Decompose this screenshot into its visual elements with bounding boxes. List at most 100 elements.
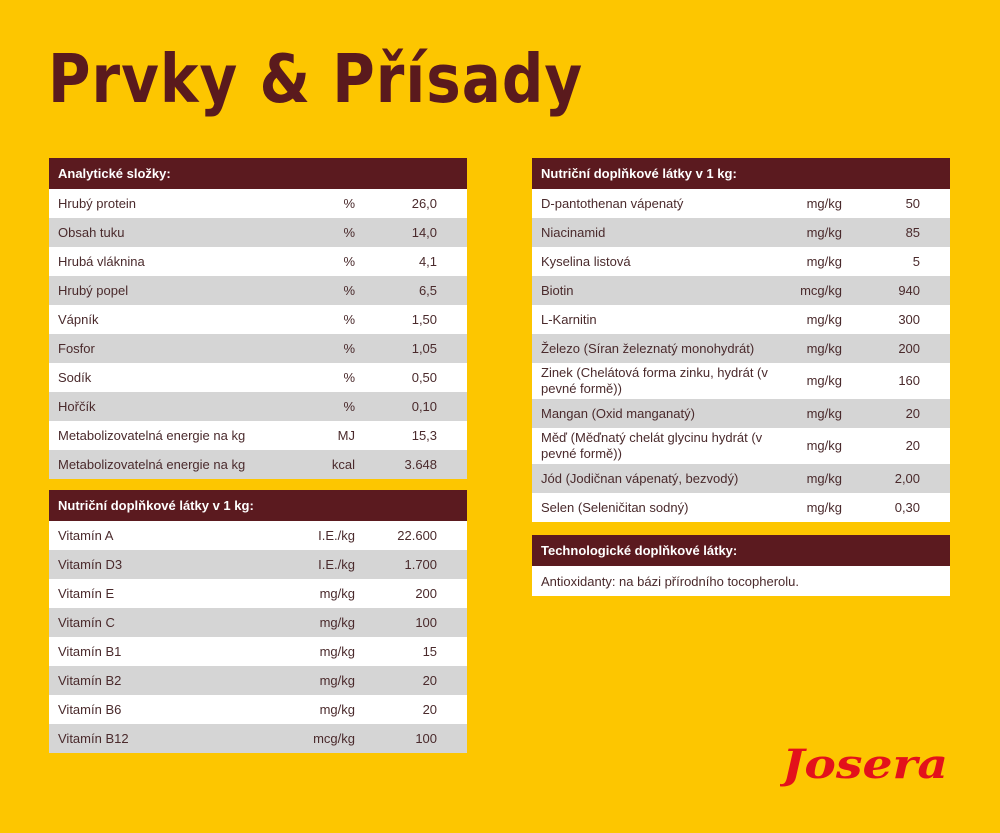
analytic-table: Analytické složky: Hrubý protein% 26,0 Ob…: [49, 158, 468, 479]
table-row: Jód (Jodičnan vápenatý, bezvodý) mg/kg 2,0…: [532, 464, 951, 493]
row-unit: mg/kg: [768, 334, 848, 363]
row-unit: mcg/kg: [768, 276, 848, 305]
row-unit: kcal: [289, 450, 361, 479]
page-title: Prvky & Přísady: [48, 40, 584, 119]
table-row: Niacinamid mg/kg 85: [532, 218, 951, 247]
row-value: 6,5: [361, 276, 468, 305]
table-header-row: Technologické doplňkové látky:: [532, 535, 950, 566]
row-name: Sodík: [49, 363, 289, 392]
vitamins-table: Nutriční doplňkové látky v 1 kg: Vitamín…: [49, 490, 468, 753]
row-name: Hrubý popel: [49, 276, 289, 305]
row-value: 2,00: [848, 464, 951, 493]
row-value: 20: [848, 399, 951, 428]
row-value: 22.600: [361, 521, 468, 550]
table-row: Obsah tuku% 14,0: [49, 218, 468, 247]
row-value: 14,0: [361, 218, 468, 247]
table-row: Vitamín B2 mg/kg 20: [49, 666, 468, 695]
row-value: 940: [848, 276, 951, 305]
table-row: Mangan (Oxid manganatý) mg/kg 20: [532, 399, 951, 428]
table-row: Hořčík% 0,10: [49, 392, 468, 421]
row-value: 100: [361, 608, 468, 637]
row-unit: mg/kg: [289, 666, 361, 695]
row-unit: mg/kg: [289, 579, 361, 608]
row-value: 100: [361, 724, 468, 753]
row-value: 20: [361, 666, 468, 695]
technological-text: Antioxidanty: na bázi přírodního tocophe…: [532, 566, 950, 596]
row-value: 15,3: [361, 421, 468, 450]
table-row: Zinek (Chelátová forma zinku, hydrát (v …: [532, 363, 951, 399]
row-unit: mg/kg: [768, 428, 848, 464]
table-row: Vitamín B6 mg/kg 20: [49, 695, 468, 724]
row-value: 15: [361, 637, 468, 666]
row-name: Mangan (Oxid manganatý): [532, 399, 768, 428]
row-unit: mcg/kg: [289, 724, 361, 753]
row-name: Hrubý protein: [49, 189, 289, 218]
row-unit: %: [289, 363, 361, 392]
row-name: Niacinamid: [532, 218, 768, 247]
row-unit: mg/kg: [768, 363, 848, 399]
nutrients-header: Nutriční doplňkové látky v 1 kg:: [532, 158, 951, 189]
table-row: Kyselina listová mg/kg 5: [532, 247, 951, 276]
row-name: Vitamín E: [49, 579, 289, 608]
row-value: 0,10: [361, 392, 468, 421]
row-name: Hořčík: [49, 392, 289, 421]
vitamins-header: Nutriční doplňkové látky v 1 kg:: [49, 490, 468, 521]
row-value: 0,30: [848, 493, 951, 522]
row-name: Vitamín B6: [49, 695, 289, 724]
row-value: 300: [848, 305, 951, 334]
row-name: Vitamín D3: [49, 550, 289, 579]
row-value: 4,1: [361, 247, 468, 276]
row-name: Vitamín B2: [49, 666, 289, 695]
row-unit: %: [289, 392, 361, 421]
table-row: Antioxidanty: na bázi přírodního tocophe…: [532, 566, 950, 596]
row-value: 3.648: [361, 450, 468, 479]
table-header-row: Analytické složky:: [49, 158, 468, 189]
row-value: 26,0: [361, 189, 468, 218]
row-name: Obsah tuku: [49, 218, 289, 247]
table-row: Selen (Seleničitan sodný) mg/kg 0,30: [532, 493, 951, 522]
row-name: Metabolizovatelná energie na kg: [49, 421, 289, 450]
row-name: Kyselina listová: [532, 247, 768, 276]
table-row: Měď (Měďnatý chelát glycinu hydrát (v pe…: [532, 428, 951, 464]
row-unit: %: [289, 276, 361, 305]
row-unit: mg/kg: [768, 305, 848, 334]
row-unit: mg/kg: [289, 608, 361, 637]
row-unit: %: [289, 247, 361, 276]
table-row: L-Karnitin mg/kg 300: [532, 305, 951, 334]
row-value: 200: [848, 334, 951, 363]
table-header-row: Nutriční doplňkové látky v 1 kg:: [532, 158, 951, 189]
row-name: L-Karnitin: [532, 305, 768, 334]
row-unit: mg/kg: [768, 218, 848, 247]
technological-table: Technologické doplňkové látky: Antioxida…: [532, 535, 950, 596]
row-name: Fosfor: [49, 334, 289, 363]
analytic-header: Analytické složky:: [49, 158, 468, 189]
row-unit: mg/kg: [768, 493, 848, 522]
nutrients-table: Nutriční doplňkové látky v 1 kg: D-panto…: [532, 158, 951, 522]
row-unit: mg/kg: [289, 637, 361, 666]
row-name: Metabolizovatelná energie na kg: [49, 450, 289, 479]
table-row: Vitamín B1 mg/kg 15: [49, 637, 468, 666]
row-unit: MJ: [289, 421, 361, 450]
table-header-row: Nutriční doplňkové látky v 1 kg:: [49, 490, 468, 521]
row-name: D-pantothenan vápenatý: [532, 189, 768, 218]
row-name: Vitamín B1: [49, 637, 289, 666]
row-value: 0,50: [361, 363, 468, 392]
row-name: Jód (Jodičnan vápenatý, bezvodý): [532, 464, 768, 493]
row-value: 20: [848, 428, 951, 464]
row-name: Vitamín B12: [49, 724, 289, 753]
table-row: Fosfor% 1,05: [49, 334, 468, 363]
josera-logo: Josera: [780, 741, 948, 788]
row-name: Vápník: [49, 305, 289, 334]
row-unit: %: [289, 218, 361, 247]
row-value: 200: [361, 579, 468, 608]
table-row: D-pantothenan vápenatý mg/kg 50: [532, 189, 951, 218]
row-name: Biotin: [532, 276, 768, 305]
table-row: Metabolizovatelná energie na kg kcal 3.648: [49, 450, 468, 479]
table-row: Hrubá vláknina% 4,1: [49, 247, 468, 276]
table-row: Vitamín A I.E./kg 22.600: [49, 521, 468, 550]
row-unit: I.E./kg: [289, 521, 361, 550]
row-name: Železo (Síran železnatý monohydrát): [532, 334, 768, 363]
row-value: 1.700: [361, 550, 468, 579]
josera-logo-text: Josera: [780, 741, 948, 788]
